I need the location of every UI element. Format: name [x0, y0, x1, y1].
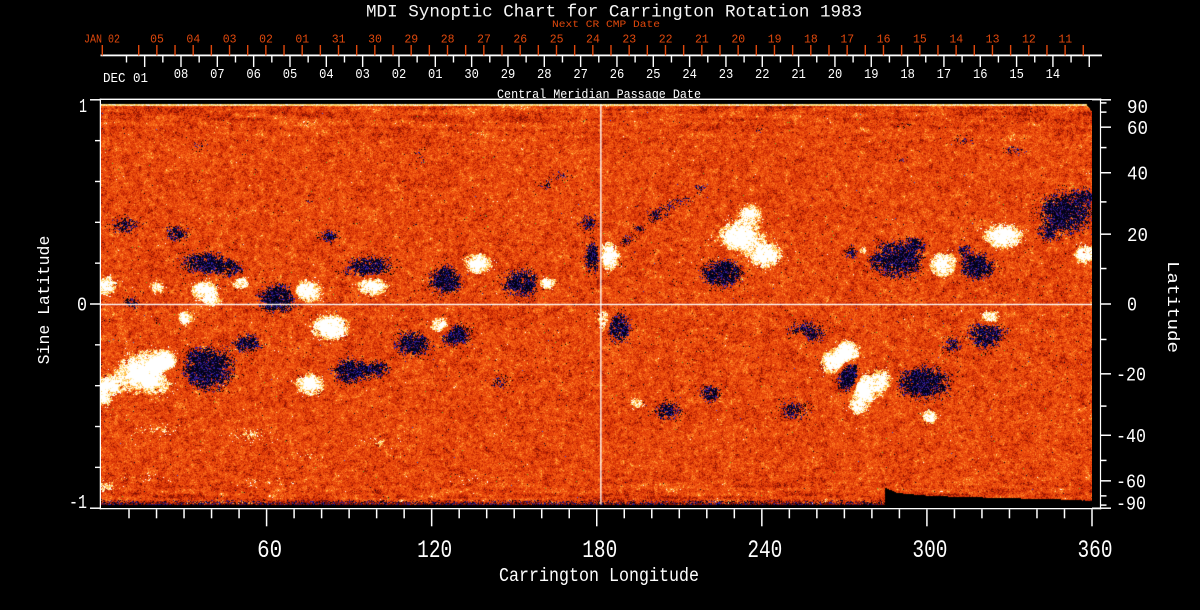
- svg-text:28: 28: [441, 34, 455, 47]
- svg-text:29: 29: [501, 68, 516, 83]
- svg-text:360: 360: [1078, 536, 1113, 565]
- svg-text:04: 04: [319, 68, 334, 83]
- svg-text:60: 60: [1127, 118, 1148, 140]
- svg-text:22: 22: [659, 34, 673, 47]
- svg-text:30: 30: [464, 68, 479, 83]
- svg-text:-1: -1: [69, 492, 87, 514]
- svg-text:08: 08: [174, 68, 189, 83]
- svg-text:24: 24: [586, 34, 600, 47]
- svg-text:19: 19: [864, 68, 879, 83]
- svg-text:20: 20: [828, 68, 843, 83]
- svg-text:03: 03: [355, 68, 370, 83]
- svg-text:21: 21: [695, 34, 709, 47]
- svg-text:23: 23: [719, 68, 734, 83]
- svg-text:40: 40: [1127, 163, 1148, 185]
- svg-text:21: 21: [791, 68, 806, 83]
- svg-text:06: 06: [246, 68, 261, 83]
- svg-text:23: 23: [622, 34, 636, 47]
- svg-text:90: 90: [1127, 97, 1148, 119]
- svg-text:05: 05: [283, 68, 298, 83]
- svg-text:17: 17: [840, 34, 854, 47]
- svg-text:16: 16: [973, 68, 988, 83]
- svg-text:16: 16: [877, 34, 891, 47]
- svg-text:18: 18: [804, 34, 818, 47]
- svg-text:MDI Synoptic Chart for Carring: MDI Synoptic Chart for Carrington Rotati…: [366, 3, 862, 23]
- svg-text:27: 27: [477, 34, 491, 47]
- svg-text:-60: -60: [1116, 472, 1146, 494]
- svg-text:60: 60: [257, 536, 282, 565]
- svg-text:15: 15: [1009, 68, 1024, 83]
- svg-text:26: 26: [513, 34, 527, 47]
- svg-text:180: 180: [582, 536, 617, 565]
- svg-text:11: 11: [1058, 34, 1072, 47]
- svg-text:25: 25: [550, 34, 564, 47]
- svg-text:18: 18: [900, 68, 915, 83]
- svg-text:-90: -90: [1116, 494, 1146, 516]
- svg-text:1: 1: [79, 96, 87, 118]
- svg-text:13: 13: [986, 34, 1000, 47]
- svg-text:14: 14: [1046, 68, 1061, 83]
- svg-text:300: 300: [912, 536, 947, 565]
- svg-text:Carrington Longitude: Carrington Longitude: [499, 565, 699, 587]
- svg-text:05: 05: [150, 34, 164, 47]
- svg-text:19: 19: [768, 34, 782, 47]
- svg-text:Central Meridian Passage Date: Central Meridian Passage Date: [497, 87, 701, 102]
- svg-text:240: 240: [747, 536, 782, 565]
- svg-text:JAN 02: JAN 02: [84, 34, 120, 47]
- svg-text:01: 01: [428, 68, 443, 83]
- svg-text:0: 0: [77, 295, 87, 317]
- svg-text:17: 17: [937, 68, 952, 83]
- svg-text:Next CR CMP Date: Next CR CMP Date: [552, 20, 660, 31]
- svg-text:12: 12: [1022, 34, 1036, 47]
- svg-text:26: 26: [610, 68, 625, 83]
- svg-text:29: 29: [404, 34, 418, 47]
- svg-text:28: 28: [537, 68, 552, 83]
- svg-text:01: 01: [295, 34, 309, 47]
- svg-text:02: 02: [259, 34, 273, 47]
- svg-text:Sine Latitude: Sine Latitude: [35, 236, 54, 365]
- svg-text:Latitude: Latitude: [1163, 261, 1182, 353]
- svg-text:27: 27: [573, 68, 588, 83]
- svg-text:120: 120: [417, 536, 452, 565]
- svg-text:0: 0: [1127, 295, 1137, 317]
- svg-text:15: 15: [913, 34, 927, 47]
- svg-text:30: 30: [368, 34, 382, 47]
- svg-text:22: 22: [755, 68, 770, 83]
- svg-text:04: 04: [186, 34, 200, 47]
- svg-text:20: 20: [731, 34, 745, 47]
- svg-text:25: 25: [646, 68, 661, 83]
- svg-text:-20: -20: [1116, 365, 1146, 387]
- svg-text:31: 31: [332, 34, 346, 47]
- svg-text:02: 02: [392, 68, 407, 83]
- svg-text:DEC 01: DEC 01: [103, 71, 148, 87]
- svg-text:03: 03: [223, 34, 237, 47]
- svg-text:07: 07: [210, 68, 225, 83]
- svg-text:14: 14: [949, 34, 963, 47]
- svg-text:-40: -40: [1116, 426, 1146, 448]
- svg-text:24: 24: [682, 68, 697, 83]
- svg-text:20: 20: [1127, 225, 1148, 247]
